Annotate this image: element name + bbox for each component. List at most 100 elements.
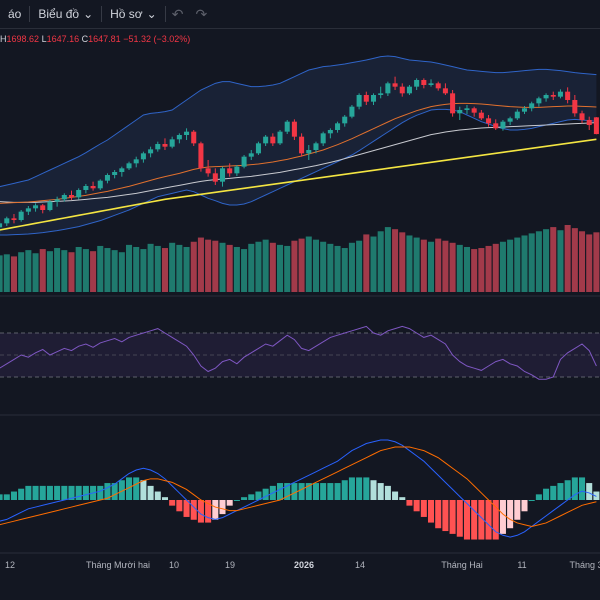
high-value: 1698.62 <box>6 34 40 44</box>
macd-histogram-bar <box>499 500 506 534</box>
volume-bar <box>298 238 305 292</box>
candle-body <box>493 123 499 129</box>
candle-body <box>234 166 240 174</box>
volume-bar <box>478 248 485 292</box>
macd-histogram-bar <box>406 500 413 506</box>
macd-histogram-bar <box>564 480 571 500</box>
candle-body <box>586 120 592 125</box>
macd-histogram-bar <box>528 500 535 501</box>
candle-body <box>428 83 434 85</box>
macd-histogram-bar <box>492 500 499 540</box>
candle-body <box>284 121 290 132</box>
candle-body <box>320 133 326 144</box>
volume-bar <box>463 246 470 292</box>
candle-body <box>40 205 46 210</box>
x-axis-label: 12 <box>5 560 15 570</box>
macd-histogram-bar <box>535 494 542 500</box>
candle-body <box>263 136 269 144</box>
candle-body <box>543 95 549 99</box>
macd-histogram-bar <box>449 500 456 534</box>
macd-histogram-bar <box>586 483 593 500</box>
candle-body <box>112 172 118 175</box>
macd-histogram-bar <box>463 500 470 540</box>
redo-icon[interactable]: ↷ <box>195 5 208 22</box>
macd-histogram-bar <box>471 500 478 540</box>
volume-bar <box>0 255 3 292</box>
volume-bar <box>535 231 542 292</box>
rsi-band <box>0 333 600 377</box>
toolbar-divider <box>164 6 166 22</box>
candle-body <box>4 218 10 224</box>
candle-body <box>119 168 125 172</box>
volume-bar <box>154 245 161 292</box>
candle-body <box>148 149 154 154</box>
macd-histogram-bar <box>327 483 334 500</box>
candle-body <box>241 156 247 167</box>
candle-body <box>550 95 556 97</box>
candle-body <box>76 190 82 198</box>
candle-body <box>306 150 312 154</box>
macd-histogram-bar <box>0 494 3 500</box>
candle-body <box>270 136 276 144</box>
volume-bar <box>449 242 456 292</box>
volume-bar <box>456 244 463 292</box>
candle-body <box>155 144 161 150</box>
candle-body <box>83 186 89 190</box>
volume-bar <box>550 227 557 292</box>
chart-menu-button[interactable]: Biểu đồ ⌄ <box>30 0 101 28</box>
macd-histogram-bar <box>147 485 154 500</box>
macd-histogram-bar <box>550 485 557 500</box>
macd-histogram-bar <box>161 497 168 500</box>
macd-histogram-bar <box>219 500 226 515</box>
candle-body <box>198 143 204 169</box>
macd-histogram-bar <box>118 480 125 500</box>
volume-bar <box>384 227 391 292</box>
volume-bar <box>334 245 341 292</box>
volume-bar <box>399 232 406 292</box>
volume-bar <box>586 234 593 292</box>
macd-histogram-bar <box>205 500 212 523</box>
volume-bar <box>341 248 348 292</box>
candle-body <box>68 195 75 198</box>
top-toolbar: áo Biểu đồ ⌄ Hồ sơ ⌄ ↶ ↷ <box>0 0 600 29</box>
macd-histogram-bar <box>226 500 233 506</box>
volume-bar <box>499 241 506 292</box>
macd-histogram-bar <box>420 500 427 517</box>
candle-body <box>450 93 456 114</box>
undo-icon[interactable]: ↶ <box>171 5 184 22</box>
macd-histogram-bar <box>579 477 586 500</box>
toolbar-item-partial-label: áo <box>8 7 22 21</box>
macd-histogram-bar <box>442 500 449 532</box>
macd-histogram-bar <box>3 494 10 500</box>
volume-bar <box>521 235 528 292</box>
candle-body <box>378 93 384 95</box>
toolbar-item-partial[interactable]: áo <box>0 0 29 28</box>
candle-body <box>219 168 226 182</box>
candle-body <box>356 95 362 107</box>
macd-histogram-bar <box>75 485 82 500</box>
volume-bar <box>176 244 183 292</box>
candle-body <box>313 143 319 150</box>
volume-bar <box>212 240 219 292</box>
macd-histogram-bar <box>82 485 89 500</box>
x-axis-label: 2026 <box>294 560 314 570</box>
candle-body <box>572 100 578 114</box>
volume-bar <box>356 240 363 292</box>
candle-body <box>33 205 39 209</box>
macd-histogram-bar <box>428 500 435 523</box>
volume-bar <box>269 242 276 292</box>
volume-bar <box>104 248 111 292</box>
volume-bar <box>312 239 319 292</box>
profile-menu-button[interactable]: Hồ sơ ⌄ <box>102 0 165 28</box>
macd-histogram-bar <box>111 483 118 500</box>
macd-line <box>0 439 597 538</box>
macd-histogram-bar <box>197 500 204 523</box>
candle-body <box>291 121 297 137</box>
candle-body <box>442 88 448 94</box>
macd-histogram-bar <box>176 500 183 512</box>
volume-bar <box>111 250 118 292</box>
volume-bar <box>305 236 312 292</box>
volume-bar <box>97 245 104 292</box>
volume-bar <box>39 249 46 292</box>
